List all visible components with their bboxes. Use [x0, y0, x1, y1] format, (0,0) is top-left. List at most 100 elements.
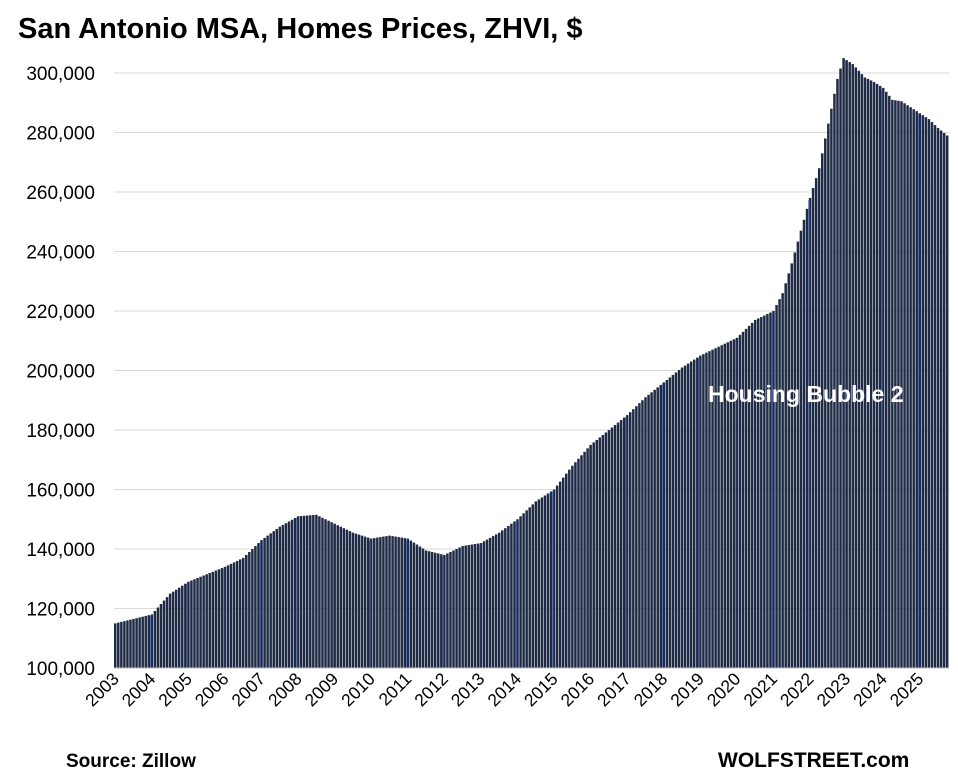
bar	[696, 357, 699, 668]
bar	[196, 578, 199, 668]
bar	[924, 117, 928, 668]
bar	[577, 458, 580, 668]
bar	[275, 528, 279, 668]
bar	[900, 101, 903, 668]
bar	[391, 536, 394, 668]
bar	[888, 95, 891, 668]
bar	[638, 403, 641, 668]
bar	[753, 319, 757, 668]
bar	[516, 519, 519, 668]
bar	[455, 549, 458, 668]
x-tick-label: 2008	[264, 669, 306, 711]
bar	[549, 491, 553, 668]
bar	[821, 153, 824, 668]
bar	[120, 621, 123, 668]
bar	[647, 394, 650, 668]
bar	[184, 583, 187, 668]
bar	[537, 499, 541, 668]
bar	[394, 536, 397, 668]
x-tick-label: 2019	[666, 669, 708, 711]
bar	[827, 123, 830, 668]
bar	[778, 299, 781, 668]
bar	[504, 528, 507, 668]
bar	[241, 557, 245, 668]
bar	[702, 354, 705, 668]
bar	[781, 293, 784, 668]
bar	[223, 566, 227, 668]
x-tick-label: 2014	[483, 669, 525, 711]
bar	[683, 365, 687, 668]
bar	[257, 543, 260, 668]
bar	[114, 623, 117, 669]
bar	[363, 536, 367, 668]
bar	[717, 346, 720, 668]
x-tick-label: 2010	[337, 669, 379, 711]
bar	[123, 621, 126, 668]
x-tick-label: 2021	[739, 669, 781, 711]
bar	[729, 340, 733, 668]
bar	[315, 514, 318, 668]
bar	[433, 552, 437, 668]
bar	[211, 571, 215, 668]
bar	[418, 546, 422, 668]
bar	[525, 510, 528, 668]
bar	[708, 351, 711, 668]
bar	[790, 263, 794, 668]
bar	[485, 539, 489, 668]
bar	[327, 520, 330, 668]
bar	[165, 597, 169, 668]
bar	[711, 349, 714, 668]
bar	[909, 107, 912, 668]
bar	[619, 420, 623, 668]
bar	[894, 100, 897, 668]
bar	[427, 551, 431, 668]
y-tick-label: 260,000	[26, 183, 95, 204]
y-tick-label: 220,000	[26, 302, 95, 323]
bar	[354, 533, 358, 668]
bar	[345, 529, 349, 668]
bar	[878, 85, 882, 668]
bar	[869, 80, 873, 668]
bar	[382, 536, 385, 668]
bar	[601, 434, 605, 668]
bar	[866, 78, 870, 668]
bar	[726, 342, 730, 668]
bar	[686, 363, 690, 668]
y-tick-label: 200,000	[26, 362, 95, 383]
bar	[674, 372, 678, 668]
x-tick-label: 2009	[301, 669, 343, 711]
x-tick-label: 2018	[630, 669, 672, 711]
bar	[830, 108, 833, 668]
bar	[302, 515, 306, 668]
bar	[945, 135, 949, 669]
bar	[376, 537, 379, 668]
bar	[117, 622, 120, 668]
bar	[287, 521, 291, 668]
bar	[635, 406, 638, 668]
bar	[248, 551, 251, 668]
bar	[793, 252, 797, 669]
bar	[135, 618, 138, 668]
bar	[171, 591, 175, 668]
bar	[293, 518, 297, 668]
bar	[141, 616, 144, 668]
bar	[668, 377, 672, 668]
x-tick-label: 2013	[447, 669, 489, 711]
bar	[339, 526, 343, 668]
bar	[583, 451, 586, 668]
bar	[208, 573, 211, 668]
x-tick-label: 2023	[813, 669, 855, 711]
bar	[467, 545, 470, 668]
bar	[857, 70, 861, 668]
bar	[312, 515, 315, 668]
bar	[918, 113, 922, 668]
bar	[738, 334, 742, 668]
bar	[897, 100, 900, 668]
bar	[272, 531, 275, 668]
bar	[415, 544, 419, 668]
bar	[915, 111, 918, 669]
bar	[299, 516, 303, 668]
bar	[735, 337, 739, 668]
bar	[397, 537, 400, 668]
